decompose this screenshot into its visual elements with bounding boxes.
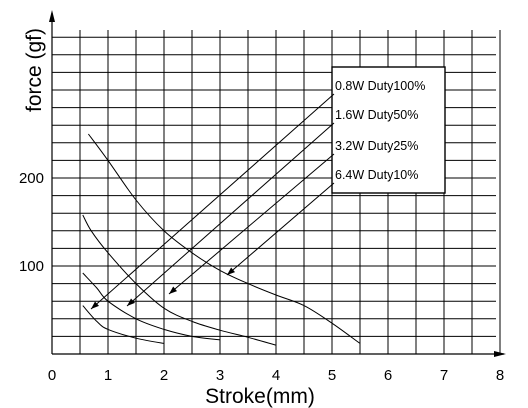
x-tick-label: 8 (496, 367, 504, 384)
x-tick-label: 4 (272, 367, 280, 384)
legend-leader-line (90, 93, 335, 310)
curve-0-8w-duty100 (88, 133, 361, 344)
y-tick-label: 200 (19, 170, 44, 187)
x-tick-label: 6 (384, 367, 392, 384)
legend-leader-arrow (227, 267, 235, 275)
y-tick-label: 100 (19, 258, 44, 275)
x-tick-label: 2 (160, 367, 168, 384)
x-tick-label: 5 (328, 367, 336, 384)
legend-label: 0.8W Duty100% (335, 79, 425, 93)
y-axis-arrow (49, 10, 55, 22)
x-axis-title: Stroke(mm) (205, 385, 315, 408)
x-tick-label: 7 (440, 367, 448, 384)
x-axis-arrow (494, 351, 506, 357)
series-group (82, 133, 361, 346)
legend-leader-line (168, 153, 335, 295)
legend-leader-line (126, 122, 335, 307)
curve-1-6w-duty50 (82, 214, 277, 346)
x-tick-label: 3 (216, 367, 224, 384)
legend: 0.8W Duty100% 1.6W Duty50% 3.2W Duty25% 6.4… (90, 66, 446, 310)
legend-label: 6.4W Duty10% (335, 168, 418, 182)
legend-box (331, 66, 446, 194)
legend-leader-line (226, 182, 335, 276)
legend-leader-arrow (169, 286, 177, 294)
x-tick-label: 1 (104, 367, 112, 384)
tick-labels: 0 1 2 3 4 5 6 7 8 100 200 (19, 170, 504, 384)
legend-leader-arrow (127, 298, 135, 306)
x-tick-label: 0 (48, 367, 56, 384)
curve-6-4w-duty10 (82, 305, 165, 344)
y-axis-title: force (gf) (23, 28, 46, 112)
curve-3-2w-duty25 (82, 272, 221, 341)
legend-label: 1.6W Duty50% (335, 108, 418, 122)
axes (49, 10, 506, 357)
legend-label: 3.2W Duty25% (335, 139, 418, 153)
legend-leader-arrow (91, 301, 99, 309)
